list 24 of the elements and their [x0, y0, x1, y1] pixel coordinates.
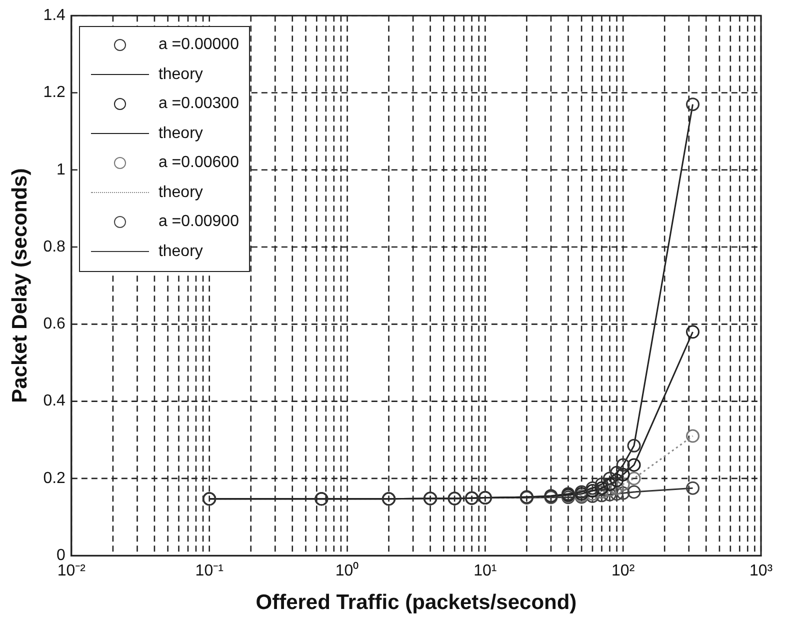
legend-label: theory — [158, 184, 203, 202]
legend-label: a =0.00300 — [158, 95, 239, 114]
y-tick-label: 0.8 — [43, 238, 66, 256]
y-tick-label: 1.4 — [43, 7, 66, 24]
legend-label: theory — [158, 242, 203, 261]
legend-label: theory — [158, 66, 203, 84]
y-tick-label: 1.2 — [43, 84, 66, 102]
y-tick-label: 1 — [56, 161, 66, 178]
legend-label: theory — [158, 124, 203, 143]
y-tick-label: 0.2 — [43, 470, 66, 487]
x-tick-label: 10⁻¹ — [195, 562, 224, 580]
legend-label: a =0.00000 — [158, 36, 239, 54]
x-tick-label: 10⁰ — [335, 562, 360, 580]
x-axis-title: Offered Traffic (packets/second) — [256, 591, 577, 614]
legend-label: a =0.00900 — [158, 213, 239, 232]
x-tick-label: 10² — [612, 562, 636, 580]
y-tick-label: 0.4 — [43, 392, 66, 410]
x-tick-label: 10⁻² — [57, 562, 86, 580]
y-axis-title: Packet Delay (seconds) — [8, 168, 32, 403]
y-tick-label: 0 — [56, 547, 66, 564]
y-tick-label: 0.6 — [43, 316, 66, 333]
x-tick-label: 10¹ — [474, 562, 497, 580]
x-tick-label: 10³ — [749, 562, 774, 580]
legend-label: a =0.00600 — [158, 154, 239, 172]
